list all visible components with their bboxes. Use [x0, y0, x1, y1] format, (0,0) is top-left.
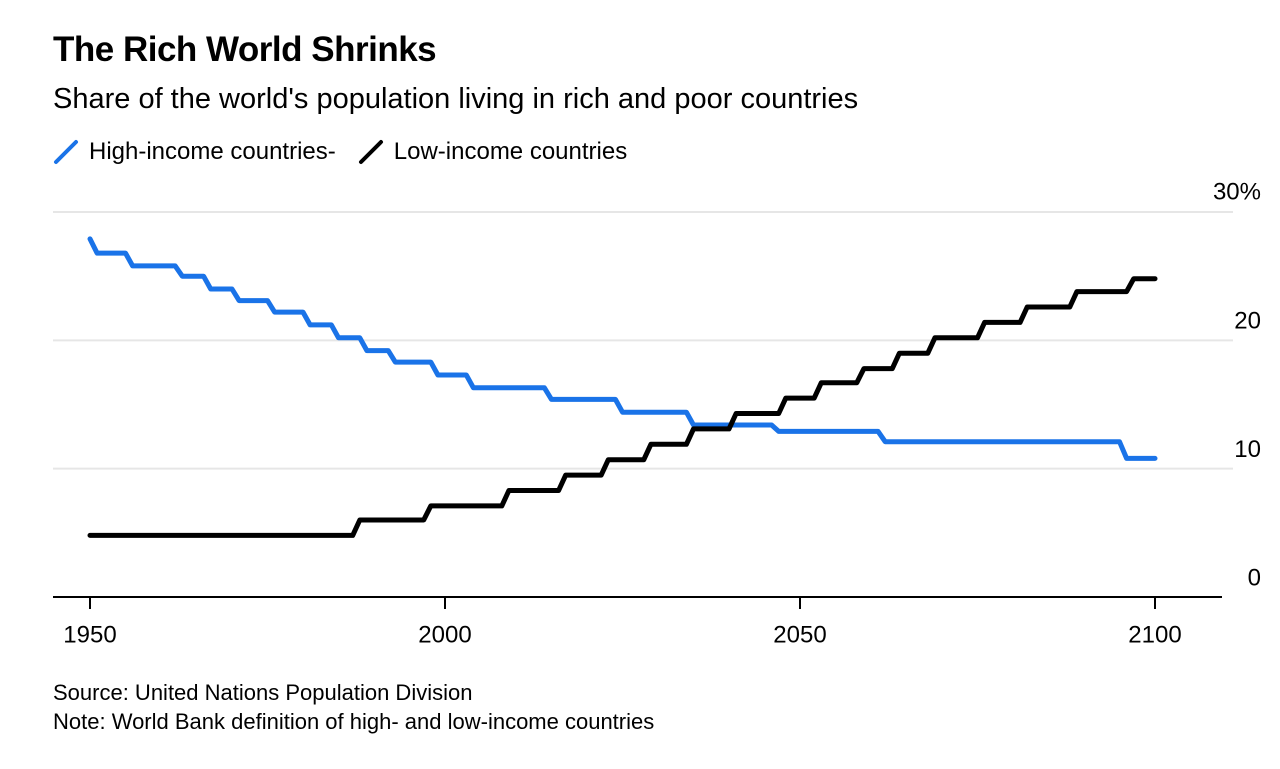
y-tick-label-30: 30% [1213, 178, 1261, 205]
x-tick-label-2050: 2050 [773, 621, 826, 648]
source-note: Source: United Nations Population Divisi… [53, 680, 473, 705]
y-tick-label-10: 10 [1234, 436, 1261, 463]
axis-layer: 30% 20 10 0 1950 2000 2050 2100 [53, 178, 1261, 648]
legend: High-income countries- Low-income countr… [53, 136, 649, 168]
y-tick-label-0: 0 [1248, 564, 1261, 591]
legend-swatch-low-income [358, 140, 383, 164]
grid-layer [53, 211, 1233, 470]
legend-item-high-income: High-income countries- [53, 138, 336, 166]
x-tick-label-1950: 1950 [63, 621, 116, 648]
legend-item-low-income: Low-income countries [358, 138, 627, 166]
series-line-low-income [87, 276, 1158, 538]
chart-subtitle: Share of the world's population living i… [53, 83, 859, 115]
y-tick-label-20: 20 [1234, 308, 1261, 335]
legend-swatch-high-income [54, 140, 78, 164]
footnotes: Source: United Nations Population Divisi… [53, 678, 654, 736]
definition-note: Note: World Bank definition of high- and… [53, 709, 655, 734]
x-tick-label-2100: 2100 [1128, 621, 1181, 648]
series-layer [87, 236, 1158, 538]
series-line-high-income [87, 236, 1158, 461]
legend-label-high-income: High-income countries- [89, 138, 336, 165]
chart-title: The Rich World Shrinks [53, 30, 437, 69]
legend-label-low-income: Low-income countries [393, 138, 628, 165]
x-tick-label-2000: 2000 [418, 621, 471, 648]
